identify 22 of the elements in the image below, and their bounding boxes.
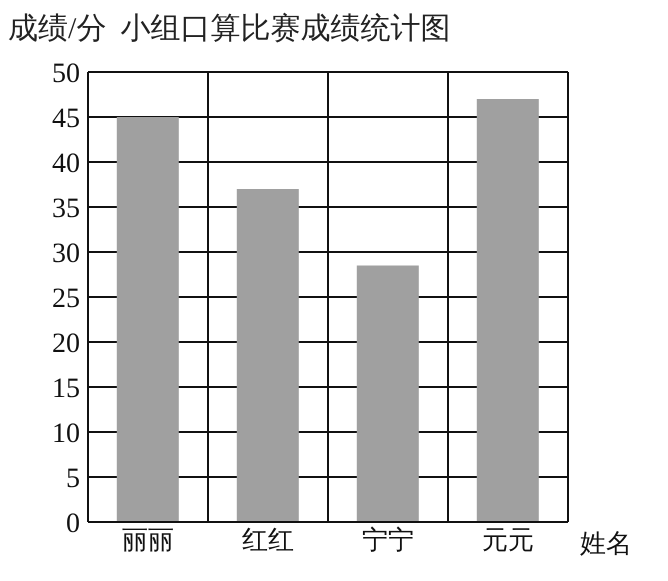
y-tick-label: 15	[52, 372, 80, 404]
chart-title: 小组口算比赛成绩统计图	[120, 12, 450, 45]
bar	[476, 99, 539, 522]
y-tick-label: 0	[66, 508, 80, 539]
y-axis-title: 成绩/分	[8, 12, 106, 45]
y-tick-label: 20	[52, 328, 80, 359]
bar	[356, 266, 419, 522]
y-tick-label: 35	[52, 192, 80, 224]
x-tick-label: 丽丽	[122, 525, 174, 554]
x-tick-label: 元元	[482, 525, 534, 554]
y-tick-label: 10	[52, 418, 80, 449]
x-axis-title: 姓名	[580, 528, 632, 560]
y-tick-label: 30	[52, 238, 80, 269]
x-tick-label: 宁宁	[362, 525, 414, 554]
y-tick-label: 40	[52, 148, 80, 179]
bar	[116, 117, 179, 522]
y-tick-label: 5	[66, 462, 80, 494]
y-tick-label: 25	[52, 282, 80, 314]
bar	[236, 189, 299, 522]
y-tick-label: 45	[52, 102, 80, 134]
y-tick-label: 50	[52, 58, 80, 89]
x-tick-label: 红红	[242, 525, 294, 554]
